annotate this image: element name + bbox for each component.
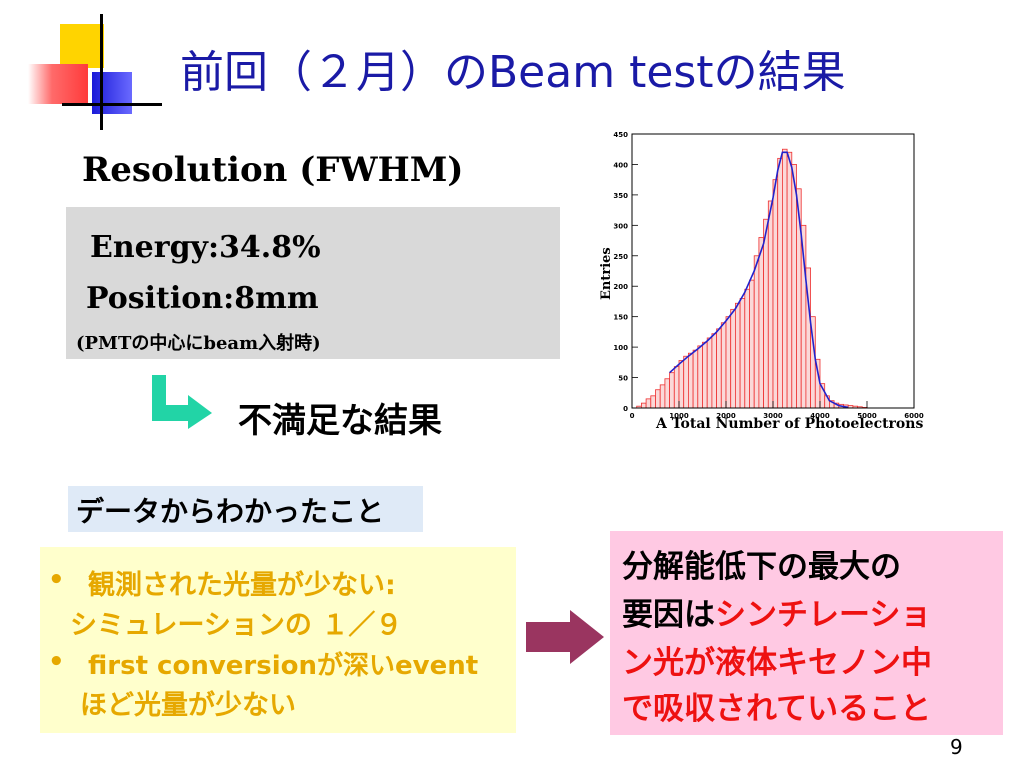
- histogram-bar: [725, 316, 732, 409]
- conclusion-line4: で吸収されていること: [622, 691, 932, 727]
- histogram-bar: [664, 378, 671, 409]
- green-arrow-icon: [152, 375, 212, 429]
- histogram-bar: [655, 389, 661, 409]
- histogram-bar: [786, 151, 793, 409]
- y-tick-label: 300: [613, 222, 628, 230]
- histogram-chart: 0 50 100 150 200 250 300 350 400 450 0 1000 2000 300…: [599, 131, 924, 432]
- histogram-bar: [734, 302, 741, 409]
- resolution-note: (PMTの中心にbeam入射時): [76, 333, 321, 354]
- resolution-box: [66, 207, 560, 359]
- histogram-bar: [749, 279, 755, 409]
- x-axis-label: A Total Number of Photoelectrons: [655, 416, 923, 432]
- fit-curve: [669, 151, 849, 409]
- histogram-bar: [744, 288, 750, 409]
- histogram-bar: [763, 218, 769, 409]
- y-tick-label: 150: [613, 314, 628, 322]
- conclusion-line2-red: シンチレーショ: [715, 597, 932, 633]
- x-tick-label: 4000: [810, 412, 830, 420]
- y-tick-label: 100: [613, 344, 628, 352]
- y-axis-ticks: 0 50 100 150 200 250 300 350 400 450: [613, 131, 638, 413]
- histogram-bars: [636, 148, 868, 409]
- histogram-bar: [692, 349, 699, 409]
- bullet-2-line2: ほど光量が少ない: [80, 690, 296, 721]
- conclusion-box: 分解能低下の最大の 要因はシンチレーショ ン光が液体キセノン中 で吸収されている…: [610, 531, 1003, 735]
- x-tick-label: 1000: [669, 412, 689, 420]
- histogram-bar: [645, 398, 652, 409]
- findings-label-box: [68, 486, 423, 532]
- resolution-heading: Resolution (FWHM): [82, 150, 464, 190]
- histogram-bar: [758, 237, 764, 409]
- histogram-bar: [702, 341, 708, 409]
- histogram-bar: [711, 333, 718, 409]
- histogram-bar: [739, 297, 746, 409]
- histogram-bar: [796, 188, 802, 409]
- right-arrow-icon: [526, 610, 604, 664]
- conclusion-line2-black: 要因は: [622, 597, 715, 633]
- logo-red-square: [28, 64, 88, 104]
- x-axis-ticks: 0 1000 2000 3000 4000 5000 6000: [630, 401, 924, 420]
- conclusion-line3: ン光が液体キセノン中: [622, 645, 932, 681]
- y-tick-label: 50: [618, 375, 628, 383]
- slide-title: 前回（２月）のBeam testの結果: [180, 47, 846, 98]
- histogram-bar: [650, 395, 656, 409]
- histogram-bar: [678, 360, 685, 409]
- histogram-bar: [688, 352, 694, 409]
- x-tick-label: 3000: [763, 412, 783, 420]
- logo-horizontal-line: [62, 103, 162, 106]
- bullet-2-dot: •: [48, 647, 65, 677]
- x-tick-label: 2000: [716, 412, 736, 420]
- bullet-1-line2: シミュレーションの １／９: [70, 610, 403, 641]
- logo-blue-square: [92, 72, 132, 114]
- histogram-bar: [730, 308, 736, 409]
- y-tick-label: 450: [613, 131, 628, 139]
- conclusion-line2: 要因はシンチレーショ: [622, 589, 931, 634]
- y-axis-label: Entries: [599, 247, 614, 300]
- findings-box: • 観測された光量が少ない: シミュレーションの １／９ • first con…: [40, 547, 516, 733]
- x-tick-label: 5000: [857, 412, 877, 420]
- y-tick-label: 400: [613, 161, 628, 169]
- histogram-bar: [781, 148, 788, 409]
- histogram-bar: [753, 255, 760, 409]
- histogram-bar: [683, 355, 689, 409]
- y-tick-label: 0: [623, 405, 628, 413]
- histogram-bar: [720, 322, 727, 409]
- findings-label: データからわかったこと: [76, 495, 385, 528]
- y-tick-label: 250: [613, 253, 628, 261]
- histogram-bar: [772, 179, 779, 409]
- logo-vertical-line: [100, 14, 103, 130]
- y-tick-label: 350: [613, 192, 628, 200]
- page-number: 9: [950, 735, 963, 759]
- histogram-bar: [673, 366, 680, 409]
- x-tick-label: 0: [630, 412, 635, 420]
- histogram-bar: [659, 384, 666, 409]
- histogram-bar: [706, 337, 713, 409]
- corner-logo: [0, 0, 170, 140]
- histogram-bar: [716, 328, 722, 409]
- histogram-bar: [767, 200, 774, 409]
- bullet-2-line1: first conversionが深いevent: [88, 651, 479, 681]
- histogram-bar: [777, 157, 783, 409]
- bullet-1-dot: •: [48, 565, 65, 595]
- conclusion-line1: 分解能低下の最大の: [622, 549, 901, 585]
- x-tick-label: 6000: [904, 412, 924, 420]
- histogram-bar: [669, 372, 675, 409]
- position-resolution: Position:8mm: [86, 281, 319, 316]
- histogram-bar: [697, 345, 703, 409]
- verdict-text: 不満足な結果: [238, 401, 442, 441]
- histogram-bar: [641, 402, 647, 409]
- y-tick-label: 200: [613, 283, 628, 291]
- energy-resolution: Energy:34.8%: [90, 230, 321, 265]
- bullet-1-line1: 観測された光量が少ない:: [88, 570, 396, 601]
- logo-yellow-square: [60, 24, 104, 68]
- histogram-bar: [791, 164, 797, 409]
